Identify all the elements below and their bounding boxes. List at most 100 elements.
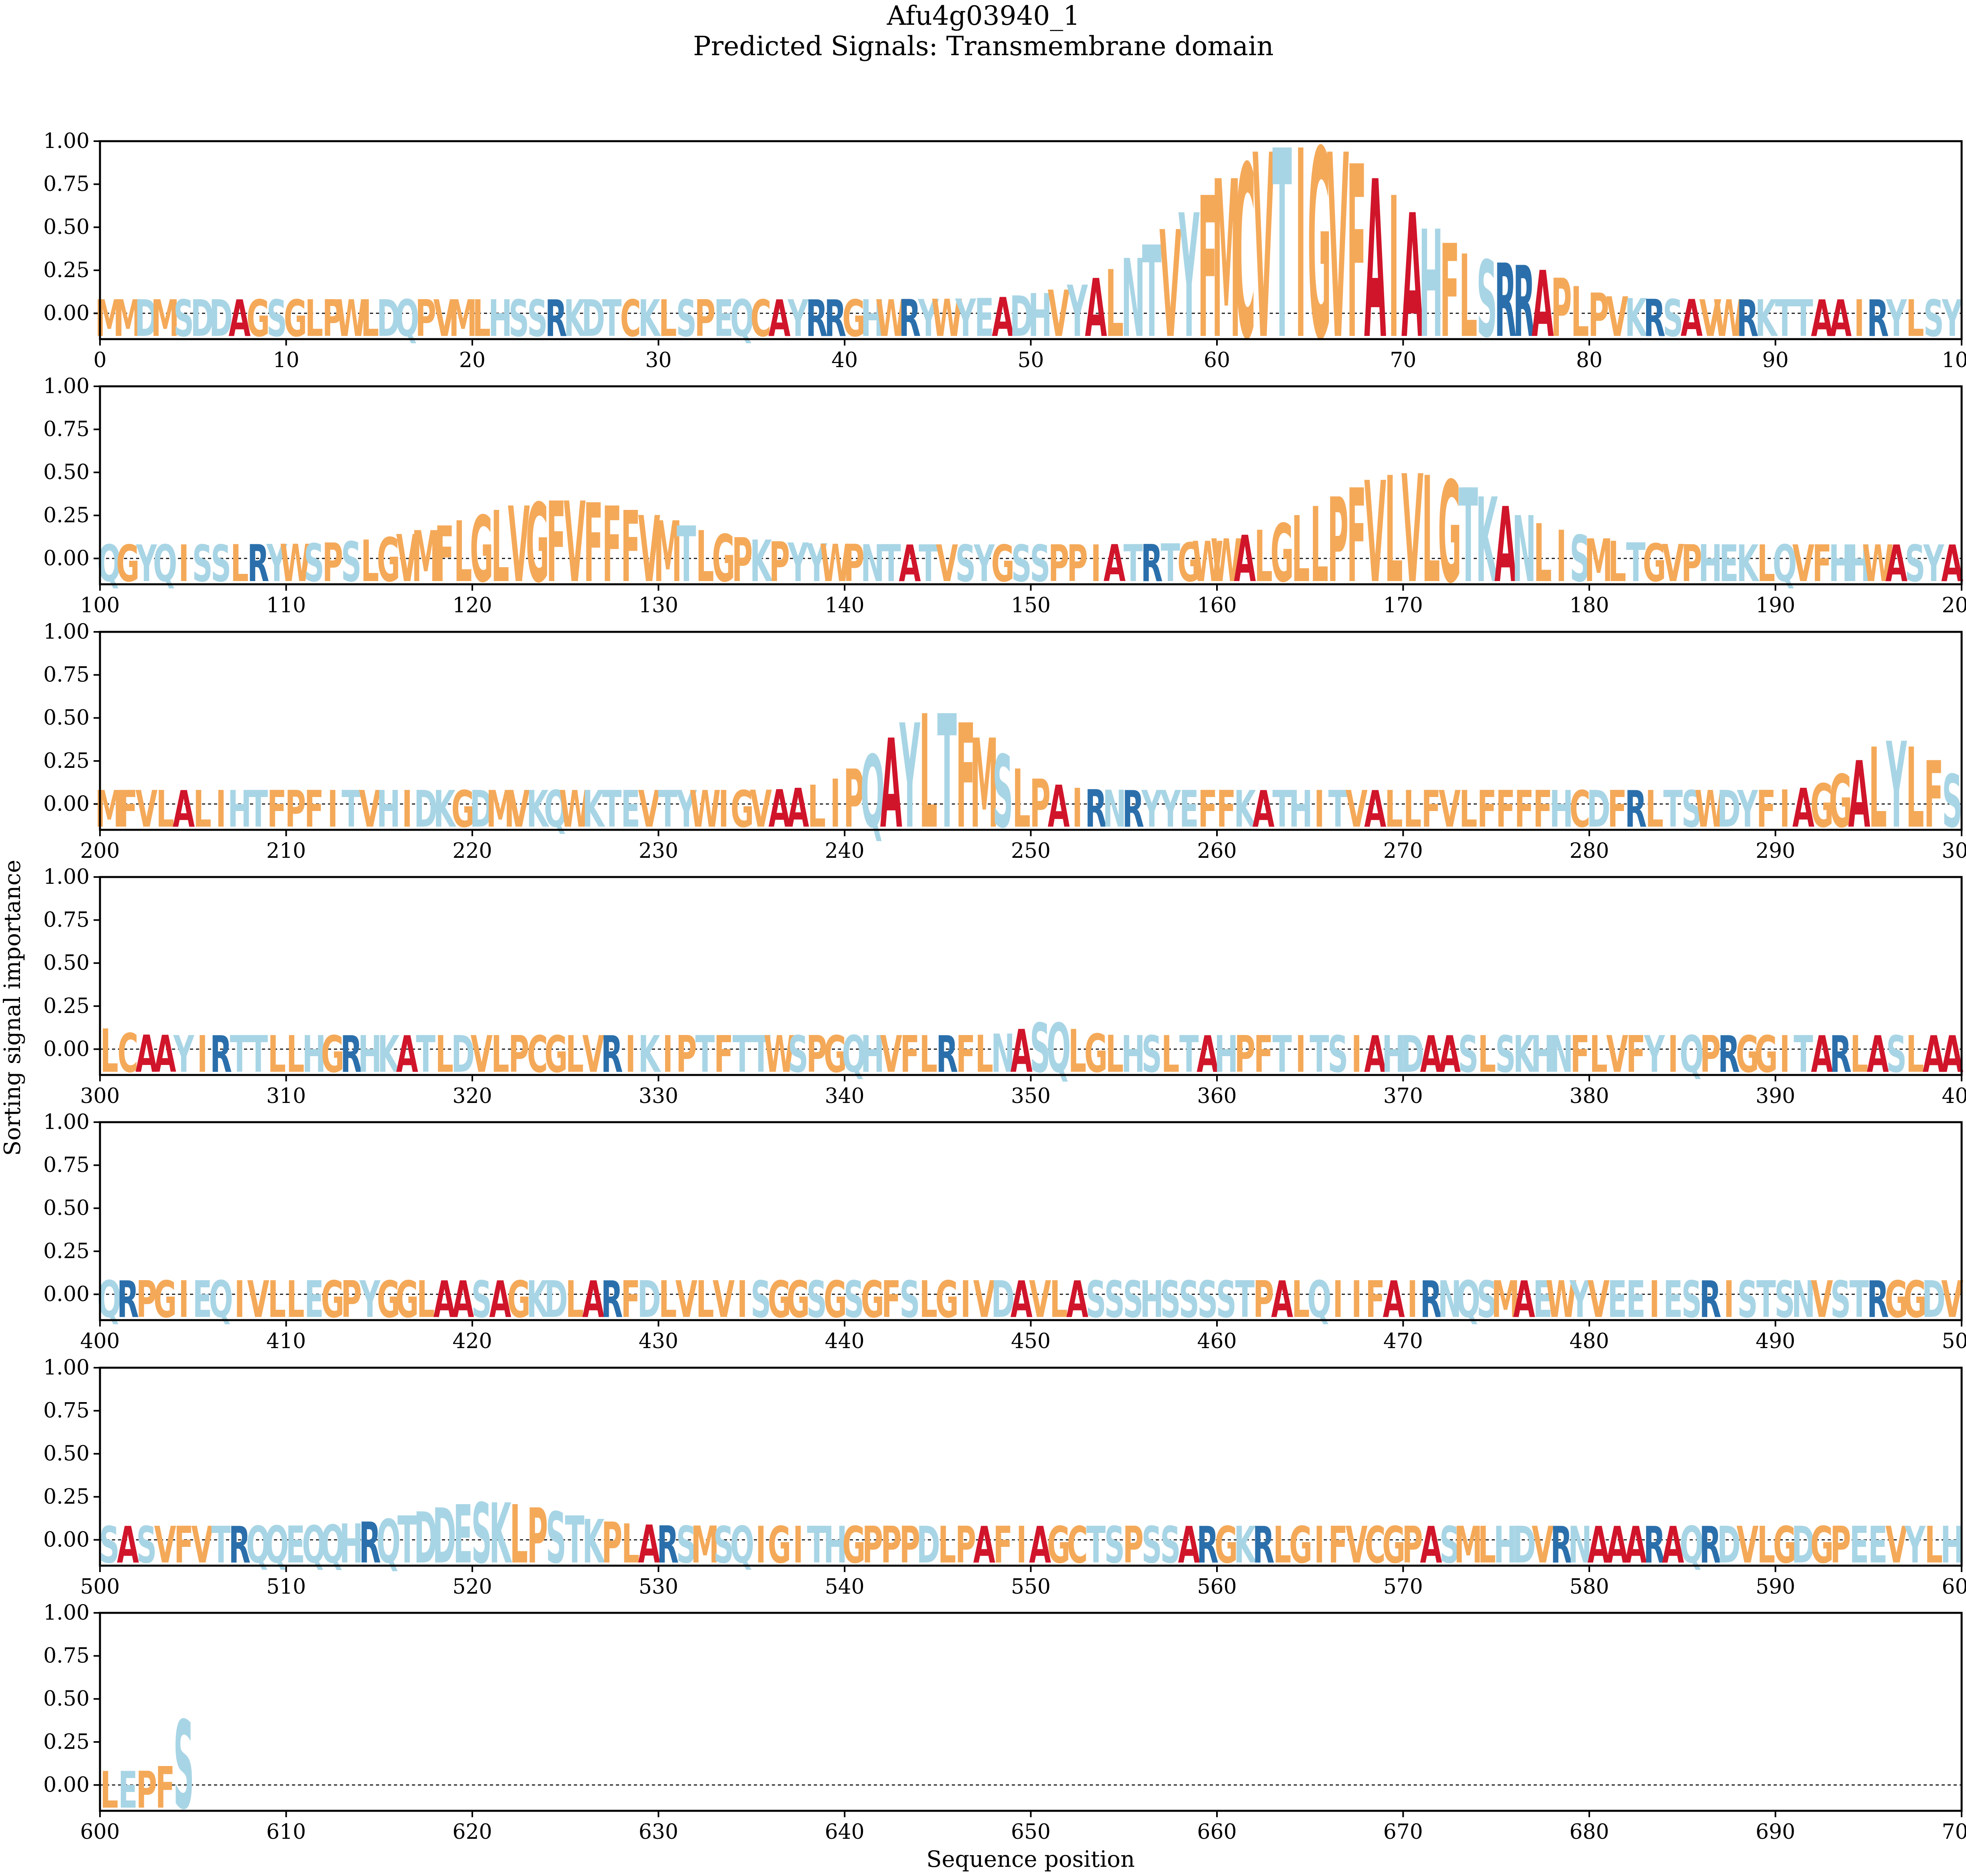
x-tick-label: 620 — [452, 1820, 492, 1844]
residue-letter: F — [956, 694, 975, 861]
x-tick-label: 610 — [266, 1820, 306, 1844]
x-tick-label: 560 — [1197, 1575, 1237, 1599]
x-tick-label: 640 — [825, 1820, 864, 1844]
x-tick-label: 580 — [1569, 1575, 1609, 1599]
residue-letter: A — [1085, 262, 1107, 355]
y-tick-label: 1.00 — [43, 1356, 90, 1380]
residue-letter: T — [1142, 220, 1162, 366]
x-tick-label: 40 — [831, 348, 858, 372]
y-tick-label: 0.75 — [43, 1644, 90, 1668]
x-tick-label: 280 — [1569, 839, 1609, 863]
residue-letter: F — [1347, 462, 1367, 611]
residue-letter: L — [1534, 507, 1552, 600]
y-tick-label: 1.00 — [43, 1601, 90, 1625]
residue-letter: V — [1327, 102, 1349, 396]
x-tick-label: 510 — [266, 1575, 306, 1599]
x-tick-label: 470 — [1383, 1329, 1423, 1353]
logo-panels: 1.000.750.500.250.00 MMDMSDDAGSGLPWLDQPVM… — [43, 96, 1966, 1844]
y-tick-label: 0.50 — [43, 706, 90, 730]
residue-letter: A — [1494, 485, 1516, 605]
y-tick-label: 1.00 — [43, 1110, 90, 1134]
x-tick-label: 240 — [825, 839, 864, 863]
x-tick-label: 340 — [825, 1084, 864, 1108]
residue-letter: A — [1401, 178, 1424, 376]
x-tick-label: 650 — [1011, 1820, 1051, 1844]
x-tick-label: 400 — [1942, 1084, 1966, 1108]
y-tick-label: 0.50 — [43, 951, 90, 975]
x-tick-label: 30 — [645, 348, 671, 372]
chart-title: Afu4g03940_1 — [887, 0, 1080, 31]
x-tick-label: 130 — [639, 593, 678, 617]
y-tick-label: 0.00 — [43, 792, 90, 816]
y-tick-label: 0.50 — [43, 1687, 90, 1711]
residue-letter: T — [1459, 462, 1478, 611]
x-tick-label: 550 — [1011, 1575, 1051, 1599]
residue-letter: V — [1253, 102, 1275, 396]
residue-letter: V — [1048, 278, 1070, 352]
residue-letter: P — [1327, 473, 1348, 609]
residue-letter: L — [1105, 251, 1123, 358]
residue-letter: G — [1438, 453, 1462, 615]
x-tick-label: 290 — [1756, 839, 1795, 863]
y-tick-label: 0.00 — [43, 1773, 90, 1797]
residue-letter: C — [1235, 117, 1255, 392]
residue-letter: I — [1556, 515, 1567, 598]
x-tick-label: 380 — [1569, 1084, 1609, 1108]
residue-letter: F — [546, 479, 566, 607]
y-tick-label: 0.50 — [43, 1196, 90, 1220]
y-tick-label: 1.00 — [43, 129, 90, 153]
x-tick-label: 430 — [639, 1329, 678, 1353]
x-tick-label: 300 — [80, 1084, 120, 1108]
residue-letter: V — [1159, 200, 1182, 371]
residue-letter: L — [1310, 485, 1328, 605]
residue-letter: L — [1869, 725, 1887, 853]
x-tick-label: 200 — [80, 839, 120, 863]
residue-letter: P — [527, 1492, 548, 1580]
x-tick-label: 200 — [1942, 593, 1966, 617]
residue-letter: T — [937, 682, 957, 863]
x-tick-label: 530 — [639, 1575, 678, 1599]
x-tick-label: 110 — [266, 593, 306, 617]
residue-letter: Q — [1047, 1009, 1071, 1088]
x-tick-label: 310 — [266, 1084, 306, 1108]
residue-letter: F — [1440, 217, 1460, 366]
y-tick-label: 0.00 — [43, 546, 90, 570]
x-tick-label: 360 — [1197, 1084, 1237, 1108]
x-tick-label: 600 — [1942, 1575, 1966, 1599]
residue-letter: A — [1848, 742, 1870, 848]
residue-letter: L — [510, 1489, 528, 1582]
x-tick-label: 570 — [1383, 1575, 1423, 1599]
residue-letter: A — [1234, 523, 1256, 597]
residue-letter: L — [1906, 725, 1924, 853]
residue-letter: T — [677, 510, 696, 599]
y-tick-label: 0.25 — [43, 1239, 90, 1263]
residue-letter: Q — [861, 735, 885, 851]
residue-letter: S — [546, 1498, 566, 1579]
x-tick-label: 390 — [1756, 1084, 1795, 1108]
x-axis-label: Sequence position — [926, 1846, 1135, 1872]
x-tick-label: 20 — [459, 348, 486, 372]
residue-letter: S — [1476, 240, 1497, 361]
residue-letter: F — [621, 491, 640, 605]
x-tick-label: 80 — [1576, 348, 1602, 372]
residue-letter: N — [1512, 497, 1536, 603]
y-tick-label: 1.00 — [43, 374, 90, 398]
residue-letter: R — [1494, 242, 1516, 360]
residue-letter: L — [1385, 446, 1403, 615]
y-tick-label: 0.25 — [43, 1485, 90, 1509]
logo-panel: 1.000.750.500.250.00 MMDMSDDAGSGLPWLDQPVM… — [43, 96, 1966, 397]
residue-letter: V — [1401, 444, 1424, 616]
y-tick-label: 0.00 — [43, 301, 90, 325]
x-tick-label: 460 — [1197, 1329, 1237, 1353]
x-tick-label: 700 — [1942, 1820, 1966, 1844]
residue-letter: K — [1476, 473, 1499, 609]
x-tick-label: 500 — [1942, 1329, 1966, 1353]
residue-letter: G — [1271, 507, 1294, 600]
x-tick-label: 450 — [1011, 1329, 1051, 1353]
y-tick-label: 0.25 — [43, 503, 90, 527]
y-tick-label: 1.00 — [43, 620, 90, 644]
